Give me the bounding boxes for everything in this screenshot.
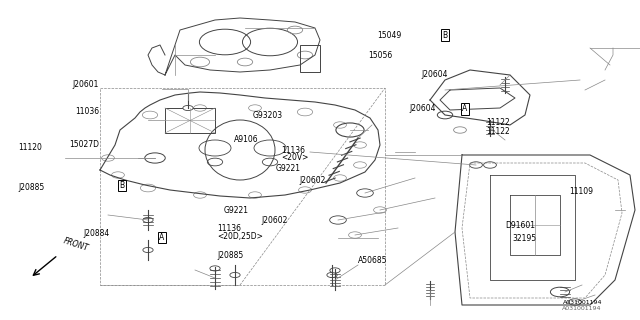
Text: B: B <box>119 181 124 190</box>
Circle shape <box>183 105 193 110</box>
Circle shape <box>210 266 220 271</box>
Circle shape <box>230 272 240 277</box>
Circle shape <box>143 247 153 252</box>
Text: J20602: J20602 <box>261 216 287 225</box>
Bar <box>165 108 215 133</box>
Text: J20884: J20884 <box>83 229 109 238</box>
Circle shape <box>330 268 340 273</box>
Text: A50685: A50685 <box>358 256 388 265</box>
Text: J20602: J20602 <box>300 176 326 185</box>
Text: A: A <box>462 104 467 113</box>
Text: G9221: G9221 <box>275 164 300 173</box>
Text: J20604: J20604 <box>410 104 436 113</box>
Text: G9221: G9221 <box>224 206 249 215</box>
Text: 11109: 11109 <box>570 188 594 196</box>
Text: 15056: 15056 <box>368 51 392 60</box>
Text: A031001194: A031001194 <box>563 300 603 305</box>
Text: G93203: G93203 <box>253 111 283 120</box>
Text: <20D,25D>: <20D,25D> <box>218 232 264 241</box>
Text: 11136: 11136 <box>282 146 306 155</box>
Text: A031001194: A031001194 <box>562 306 602 310</box>
Circle shape <box>143 218 153 223</box>
Circle shape <box>327 272 337 277</box>
Text: D91601: D91601 <box>506 221 536 230</box>
Text: B: B <box>442 31 447 40</box>
Text: 11120: 11120 <box>18 143 42 152</box>
Text: A: A <box>159 233 164 242</box>
Text: A9106: A9106 <box>234 135 258 144</box>
Text: 11122: 11122 <box>486 127 510 136</box>
Text: J20885: J20885 <box>218 252 244 260</box>
Bar <box>300 45 320 72</box>
Text: 15049: 15049 <box>378 31 402 40</box>
Text: 11122: 11122 <box>486 118 510 127</box>
Text: J20885: J20885 <box>19 183 45 192</box>
Text: <20V>: <20V> <box>282 153 309 162</box>
Text: 32195: 32195 <box>512 234 536 243</box>
Text: J20604: J20604 <box>421 70 447 79</box>
Text: J20601: J20601 <box>73 80 99 89</box>
Text: 11136: 11136 <box>218 224 242 233</box>
Text: FRONT: FRONT <box>62 237 90 253</box>
Text: 11036: 11036 <box>75 108 99 116</box>
Text: 15027D: 15027D <box>69 140 99 149</box>
